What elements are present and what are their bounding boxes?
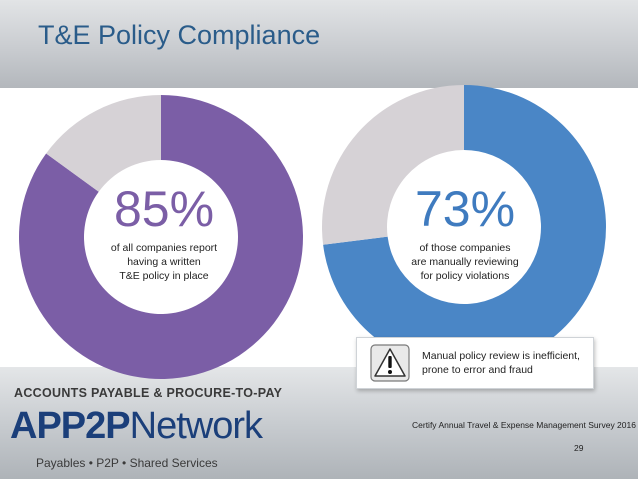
donut-2-caption: of those companies are manually reviewin… <box>395 241 535 283</box>
donut-1-value: 85% <box>113 181 215 237</box>
logo-brand-light: Network <box>129 405 263 447</box>
donut-1-caption-line: of all companies report <box>110 242 218 254</box>
source-note: Certify Annual Travel & Expense Manageme… <box>412 420 636 430</box>
logo-brand: APP2PNetwork <box>10 405 263 448</box>
donut-2-caption-line: of those companies <box>419 242 511 254</box>
logo-tagline: Payables • P2P • Shared Services <box>36 456 218 470</box>
logo-brand-bold: APP2P <box>10 405 131 447</box>
donut-1-slice-2 <box>46 95 162 192</box>
donut-1-caption: of all companies report having a written… <box>94 241 234 283</box>
donut-1-caption-line: T&E policy in place <box>119 270 209 282</box>
donut-2-slice-1 <box>323 85 606 369</box>
callout-line: Manual policy review is inefficient, <box>422 350 580 362</box>
warning-icon <box>370 344 410 382</box>
donut-2-slice-2 <box>322 85 464 245</box>
donut-1-slice-1 <box>18 95 303 379</box>
donut-2-value: 73% <box>414 181 516 237</box>
callout-text: Manual policy review is inefficient, pro… <box>422 349 580 377</box>
header-band <box>0 0 638 88</box>
donut-2-caption-line: for policy violations <box>420 270 510 282</box>
callout-box: Manual policy review is inefficient, pro… <box>356 337 594 389</box>
donut-2-caption-line: are manually reviewing <box>411 256 519 268</box>
callout-line: prone to error and fraud <box>422 364 533 376</box>
slide-title: T&E Policy Compliance <box>38 20 321 50</box>
donut-1-caption-line: having a written <box>127 256 201 268</box>
logo-top-line: ACCOUNTS PAYABLE & PROCURE-TO-PAY <box>14 386 283 400</box>
page-number: 29 <box>574 443 584 453</box>
